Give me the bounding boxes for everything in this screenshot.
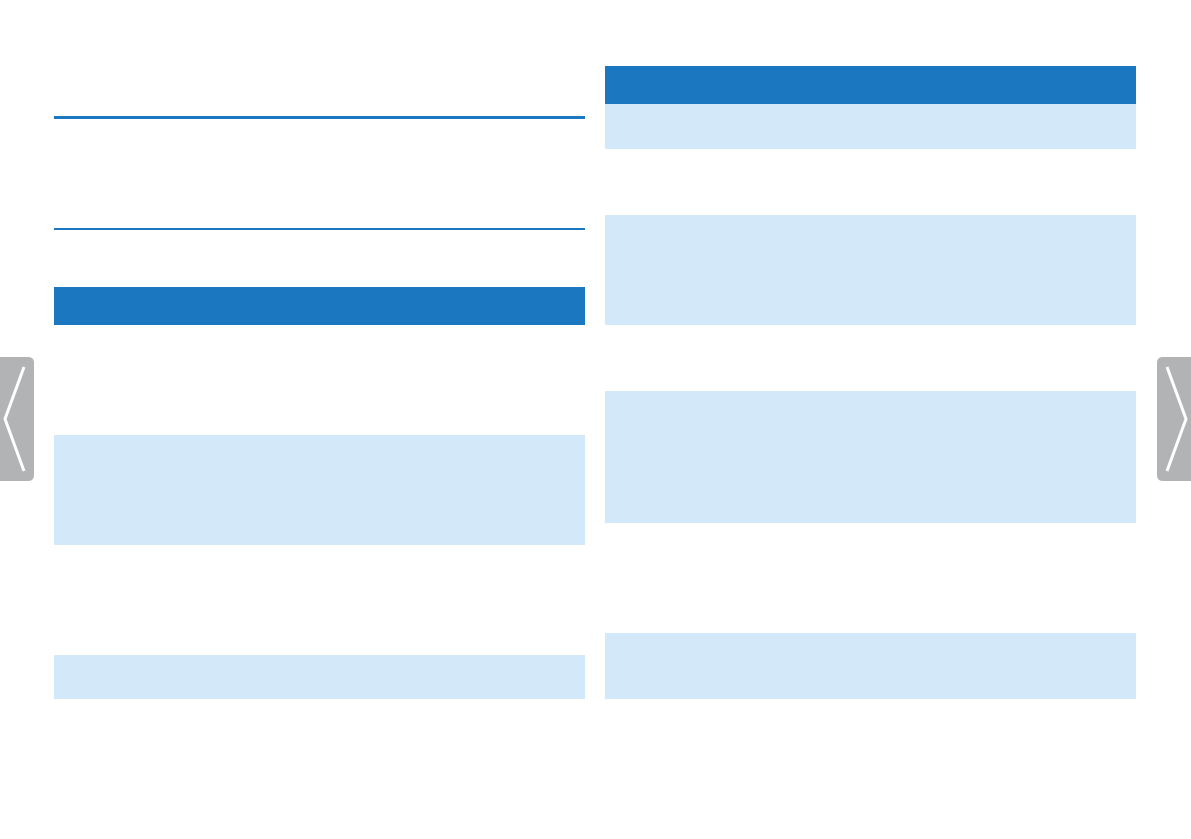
next-page-button[interactable] xyxy=(1156,357,1191,482)
table-row xyxy=(605,104,1136,149)
table-header xyxy=(54,287,585,325)
table-header xyxy=(605,66,1136,104)
table-row xyxy=(605,633,1136,699)
table-row xyxy=(605,215,1136,325)
table-row xyxy=(605,391,1136,523)
section-rule xyxy=(54,228,585,230)
tab-background xyxy=(1157,357,1191,481)
tab-background xyxy=(0,357,34,481)
right-arrow xyxy=(1165,366,1188,472)
section-rule xyxy=(54,116,585,119)
left-arrow xyxy=(3,366,26,472)
table-row xyxy=(54,435,585,545)
table-row xyxy=(54,655,585,699)
previous-page-button[interactable] xyxy=(0,357,35,482)
